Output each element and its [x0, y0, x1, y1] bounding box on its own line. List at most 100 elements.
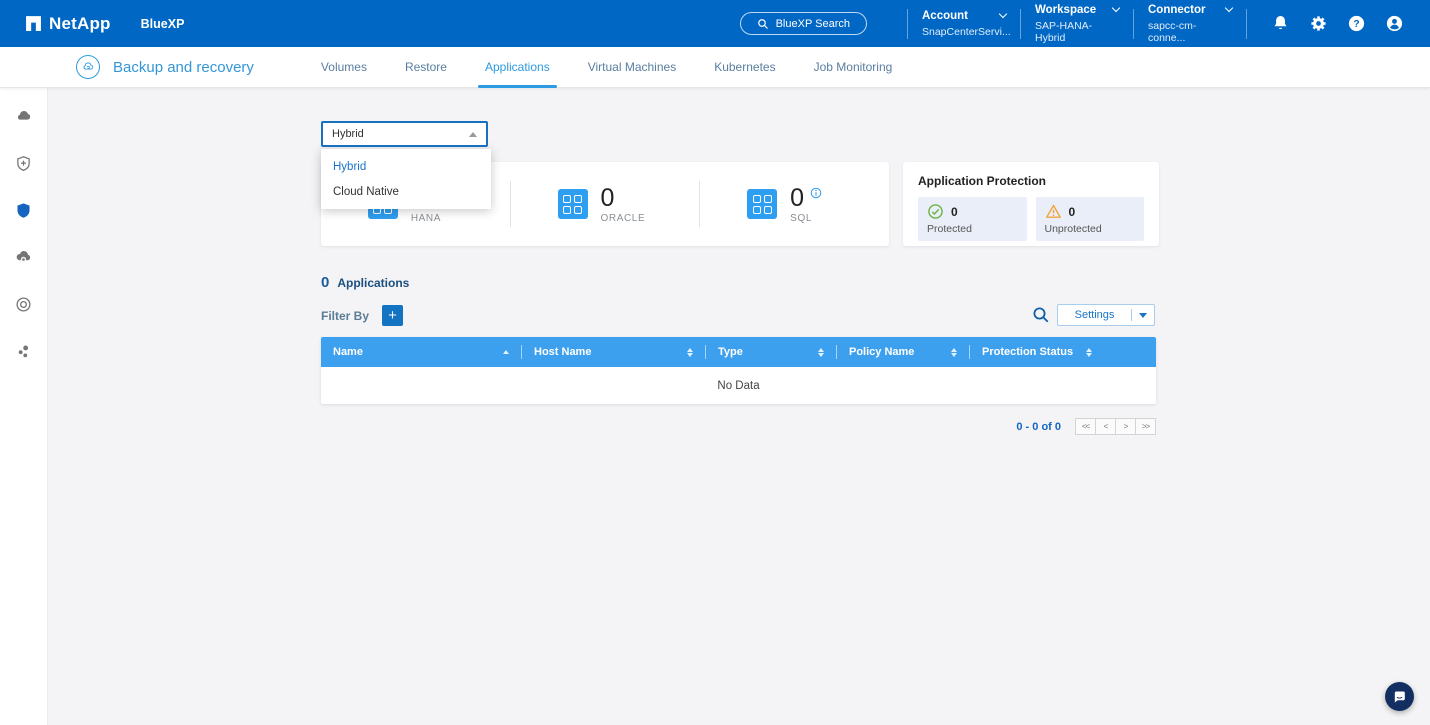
protection-title: Application Protection	[918, 174, 1047, 188]
table-empty-message: No Data	[717, 379, 760, 392]
divider	[1020, 8, 1021, 39]
cluster-dots-icon	[18, 345, 29, 357]
pagination-prev-button[interactable]: <	[1095, 418, 1116, 435]
column-header-protection-status[interactable]: Protection Status	[970, 337, 1104, 367]
divider	[521, 345, 522, 359]
applications-count-label: Applications	[337, 276, 410, 290]
protected-count: 0	[951, 204, 958, 219]
divider	[699, 181, 701, 227]
applications-table: Name Host Name Type Policy Name Protecti…	[321, 337, 1156, 404]
pagination-next-button[interactable]: >	[1115, 418, 1136, 435]
pagination-range: 0 - 0 of 0	[1016, 420, 1061, 433]
bluexp-search[interactable]: BlueXP Search	[739, 12, 867, 35]
environment-select-value: Hybrid	[332, 128, 364, 140]
sort-asc-icon[interactable]	[503, 350, 509, 354]
add-filter-button[interactable]: +	[382, 305, 404, 326]
backup-recovery-icon	[76, 55, 100, 79]
divider	[969, 345, 970, 359]
search-icon	[757, 18, 768, 29]
environment-select[interactable]: Hybrid	[321, 121, 488, 147]
applications-count: 0 Applications	[321, 274, 409, 291]
account-menu[interactable]: Account SnapCenterServi...	[908, 9, 1020, 38]
netapp-brand: NetApp BlueXP	[25, 14, 184, 34]
table-header-row: Name Host Name Type Policy Name Protecti…	[321, 337, 1156, 367]
column-header-host-name[interactable]: Host Name	[522, 337, 705, 367]
column-header-name[interactable]: Name	[321, 337, 521, 367]
table-search-icon[interactable]	[1032, 306, 1050, 324]
divider	[1131, 309, 1132, 321]
application-protection-card: Application Protection 0 Protected	[903, 162, 1159, 246]
unprotected-tile: 0 Unprotected	[1035, 197, 1144, 241]
sidebar-item-health[interactable]	[11, 150, 37, 176]
summary-sql: 0 SQL	[700, 185, 889, 224]
unprotected-count: 0	[1068, 204, 1076, 219]
svg-text:?: ?	[1353, 19, 1359, 30]
tab-restore[interactable]: Restore	[404, 60, 447, 74]
service-header-bar: Backup and recovery Volumes Restore Appl…	[0, 47, 1430, 88]
column-label: Host Name	[534, 346, 592, 358]
notifications-bell-icon[interactable]	[1271, 14, 1290, 33]
service-tabs: Volumes Restore Applications Virtual Mac…	[302, 47, 911, 88]
tab-job-monitoring[interactable]: Job Monitoring	[813, 60, 893, 74]
column-header-policy-name[interactable]: Policy Name	[837, 337, 969, 367]
sidebar-item-governance[interactable]	[11, 291, 37, 317]
settings-button[interactable]: Settings	[1057, 304, 1155, 326]
apps-grid-icon	[557, 189, 588, 219]
column-header-type[interactable]: Type	[706, 337, 836, 367]
sidebar-item-protection[interactable]	[11, 197, 37, 223]
shield-plus-icon	[17, 155, 30, 171]
sort-icon[interactable]	[818, 347, 824, 357]
account-menu-label: Account	[922, 9, 968, 22]
tab-kubernetes[interactable]: Kubernetes	[714, 60, 776, 74]
hana-label: HANA	[410, 212, 442, 224]
sidebar-item-mobility[interactable]	[11, 244, 37, 270]
sort-icon[interactable]	[1086, 347, 1092, 357]
unprotected-label: Unprotected	[1044, 223, 1102, 235]
chat-launcher-button[interactable]	[1385, 682, 1414, 711]
summary-oracle: 0 ORACLE	[511, 185, 700, 224]
oracle-label: ORACLE	[600, 212, 646, 224]
tab-volumes[interactable]: Volumes	[320, 60, 367, 74]
left-nav-sidebar	[0, 88, 48, 725]
option-hybrid[interactable]: Hybrid	[333, 160, 367, 173]
help-icon[interactable]: ?	[1347, 14, 1366, 33]
protected-tile: 0 Protected	[918, 197, 1027, 241]
applications-count-number: 0	[321, 274, 330, 291]
account-menu-value: SnapCenterServi...	[922, 25, 1011, 38]
tab-virtual-machines[interactable]: Virtual Machines	[587, 60, 677, 74]
workspace-menu[interactable]: Workspace SAP-HANA-Hybrid	[1021, 3, 1133, 44]
service-identity: Backup and recovery	[76, 55, 254, 79]
settings-gear-icon[interactable]	[1309, 14, 1328, 33]
page-title: Backup and recovery	[113, 58, 254, 76]
chevron-down-icon	[998, 9, 1008, 18]
divider	[1246, 8, 1247, 39]
column-label: Type	[718, 346, 743, 358]
pagination: 0 - 0 of 0 << < > >>	[321, 418, 1156, 435]
info-icon[interactable]	[810, 187, 822, 199]
pagination-last-button[interactable]: >>	[1135, 418, 1156, 435]
cloud-storage-icon	[17, 110, 31, 120]
tab-applications[interactable]: Applications	[466, 47, 569, 88]
divider	[907, 8, 908, 39]
sort-icon[interactable]	[687, 347, 693, 357]
select-collapse-icon	[469, 131, 477, 137]
protected-label: Protected	[927, 223, 972, 235]
option-cloud-native[interactable]: Cloud Native	[333, 185, 399, 198]
connector-menu[interactable]: Connector sapcc-cm-conne...	[1134, 3, 1246, 44]
divider	[509, 181, 511, 227]
pagination-first-button[interactable]: <<	[1075, 418, 1096, 435]
chevron-down-icon	[1224, 3, 1234, 12]
workspace-menu-label: Workspace	[1035, 3, 1097, 16]
column-label: Protection Status	[982, 346, 1074, 358]
chat-bubble-icon	[1394, 691, 1405, 703]
user-account-icon[interactable]	[1385, 14, 1404, 33]
environment-select-menu: Hybrid Cloud Native	[321, 149, 491, 209]
sidebar-item-extensions[interactable]	[11, 338, 37, 364]
sidebar-item-storage[interactable]	[11, 103, 37, 129]
shield-protection-icon	[17, 202, 30, 218]
divider	[1133, 8, 1134, 39]
settings-caret-icon	[1132, 312, 1154, 318]
sort-icon[interactable]	[951, 347, 957, 357]
connector-menu-value: sapcc-cm-conne...	[1148, 19, 1197, 44]
search-label: BlueXP Search	[775, 17, 850, 30]
